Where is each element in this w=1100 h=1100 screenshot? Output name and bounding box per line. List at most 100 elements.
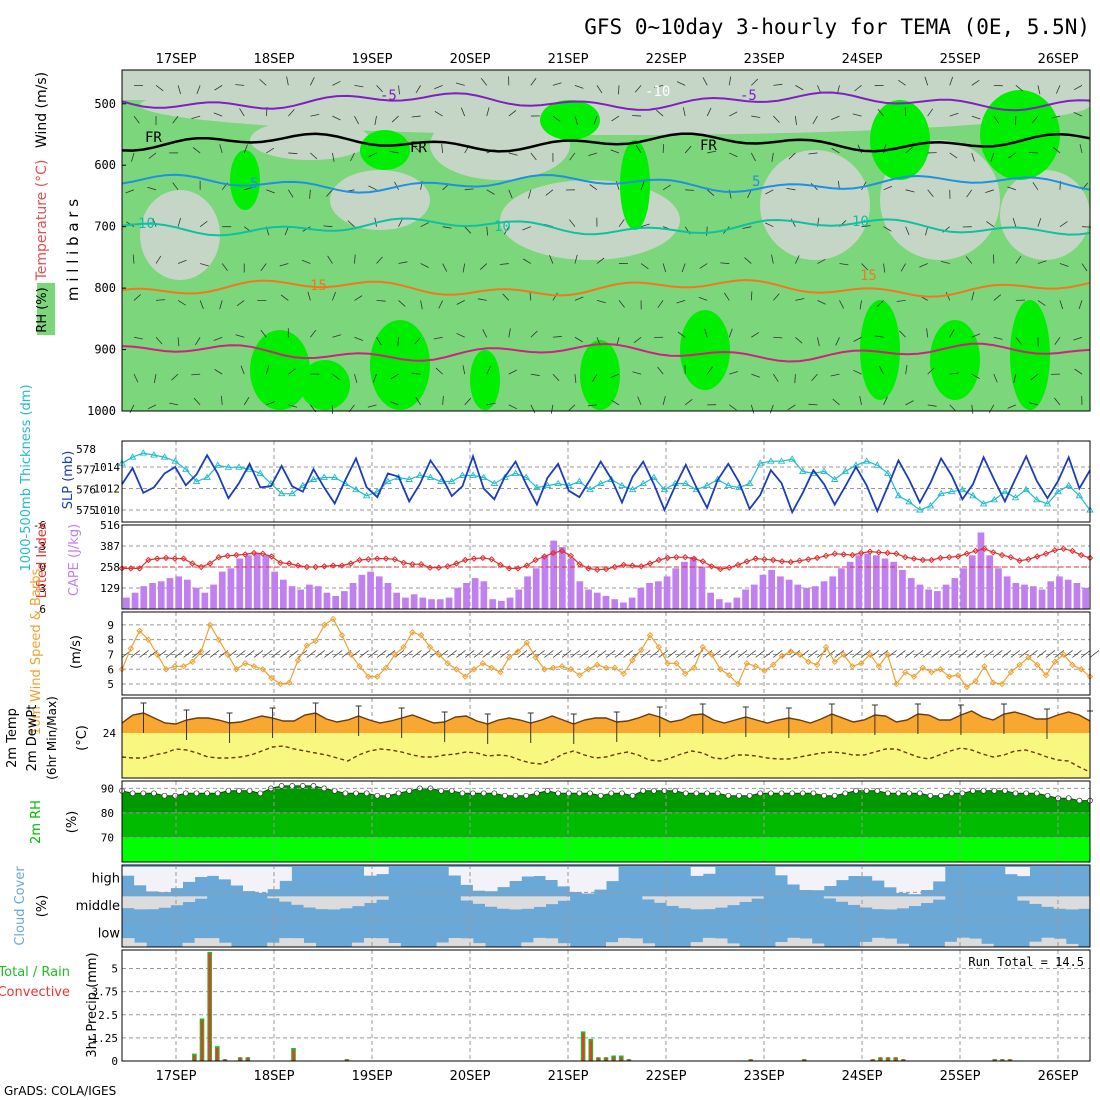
thickness-point (937, 489, 945, 497)
date-tick-bottom: 20SEP (450, 1069, 491, 1084)
temp2m-frame (121, 697, 1091, 779)
wind-barb (587, 404, 598, 407)
lifted-point (725, 564, 733, 571)
thickness-point (235, 463, 243, 470)
cape-bar (916, 584, 924, 609)
cloud-low-clear (606, 942, 619, 947)
cloud-low-clear (884, 938, 897, 947)
wind-barb (420, 300, 423, 310)
cape-bar (297, 589, 305, 609)
wind-barb-10m (1001, 650, 1012, 658)
cloud-low-clear (206, 938, 220, 947)
wind-barb (883, 396, 888, 406)
dewpoint-series-line (121, 745, 1091, 773)
lifted-point (514, 565, 522, 572)
wind10-point (470, 666, 478, 673)
rh2m-point (778, 790, 785, 797)
rh2m-point (161, 792, 168, 799)
wind-barb-10m (614, 650, 625, 658)
thickness-point (639, 479, 648, 487)
cloud-middle-clear (1029, 896, 1043, 904)
wind-barb (861, 263, 869, 271)
cape-tick: 129 (100, 582, 120, 595)
cloud-middle-clear (666, 896, 680, 906)
wind-barb (704, 328, 708, 338)
wind-barb (266, 401, 275, 406)
cloud-low-clear (1041, 937, 1055, 947)
rh2m-point (938, 792, 944, 799)
date-tick-top: 24SEP (842, 52, 883, 67)
upper-air-panel: -5 -5 FR FR FR 5 5 10 10 10 15 15 -10 500 600 700 800 900… (34, 69, 1092, 418)
wind-barb (368, 152, 377, 158)
wind-barb (326, 189, 333, 197)
cloud-high-clear (557, 867, 571, 887)
wind-barb (260, 263, 267, 271)
lifted-point (1069, 547, 1076, 555)
wind-barb (354, 374, 358, 383)
wind10-point (602, 664, 610, 671)
cape-bar (1003, 576, 1011, 609)
cape-bar (166, 578, 174, 609)
thickness-point (862, 457, 871, 464)
wind10-point (241, 660, 249, 667)
wind10-point (1069, 661, 1076, 669)
cloud-high-clear (521, 867, 534, 877)
wind-barb (971, 152, 975, 162)
cloud-low-clear (291, 938, 304, 947)
thickness-point (426, 473, 435, 480)
lifted-point (611, 563, 619, 571)
cloud-low-clear (1053, 938, 1067, 947)
cloud-high-clear (884, 867, 897, 888)
cloud-label: Cloud Cover (13, 866, 28, 946)
rh2m-point (502, 792, 508, 799)
wind-barb-10m (966, 650, 977, 658)
wind-barb-10m (931, 650, 941, 658)
wind-barb (682, 107, 686, 117)
cape-bar (506, 597, 514, 609)
thickness-point (756, 459, 765, 466)
rh2m-tick: 80 (101, 807, 114, 820)
wind-barb-10m (588, 650, 598, 658)
cloud-middle-clear (376, 896, 389, 900)
cape-bar (149, 583, 156, 609)
rh2m-point (299, 783, 306, 789)
wind-barb (442, 395, 444, 405)
cloud-middle-clear (497, 896, 510, 909)
rh-low-zone (122, 70, 1090, 100)
wind-barb (213, 112, 223, 117)
wind10-point (1060, 651, 1067, 658)
thickness-point (745, 479, 754, 487)
rh2m-point (470, 790, 476, 797)
wind-barb-10m (491, 650, 501, 658)
cloud-high-clear (593, 867, 607, 890)
precip-conv-bar (612, 1057, 615, 1061)
wind10-point (725, 671, 733, 679)
wind10-point (646, 632, 654, 639)
wind-barb (905, 189, 915, 193)
cloud-low-clear (472, 943, 486, 947)
cape-tick: 516 (100, 519, 120, 532)
cape-bar (628, 597, 636, 609)
rh-label: RH (%) (35, 287, 50, 332)
lifted-point (250, 549, 258, 557)
wind-barb (769, 404, 774, 414)
chart-title: GFS 0~10day 3-hourly for TEMA (0E, 5.5N) (584, 15, 1090, 39)
wind-barb (569, 152, 576, 161)
rh2m-point (948, 790, 955, 797)
wind-barb (707, 150, 717, 154)
wind-barb (332, 115, 341, 121)
cape-bar (271, 571, 278, 609)
wind-barb-10m (456, 650, 466, 658)
wind-barb (177, 85, 181, 95)
wind10-point (1007, 669, 1015, 676)
precip-conv-bar (200, 1020, 204, 1061)
wind-barb (1015, 85, 1024, 92)
wind-barb-10m (332, 650, 343, 658)
wind-barb (610, 373, 620, 378)
wind-barb (684, 398, 693, 406)
wind-barb (817, 258, 826, 264)
cloud-middle-clear (823, 896, 837, 899)
wind-barb (354, 336, 364, 341)
wind-barb (332, 80, 341, 86)
wind-barb (374, 116, 377, 125)
